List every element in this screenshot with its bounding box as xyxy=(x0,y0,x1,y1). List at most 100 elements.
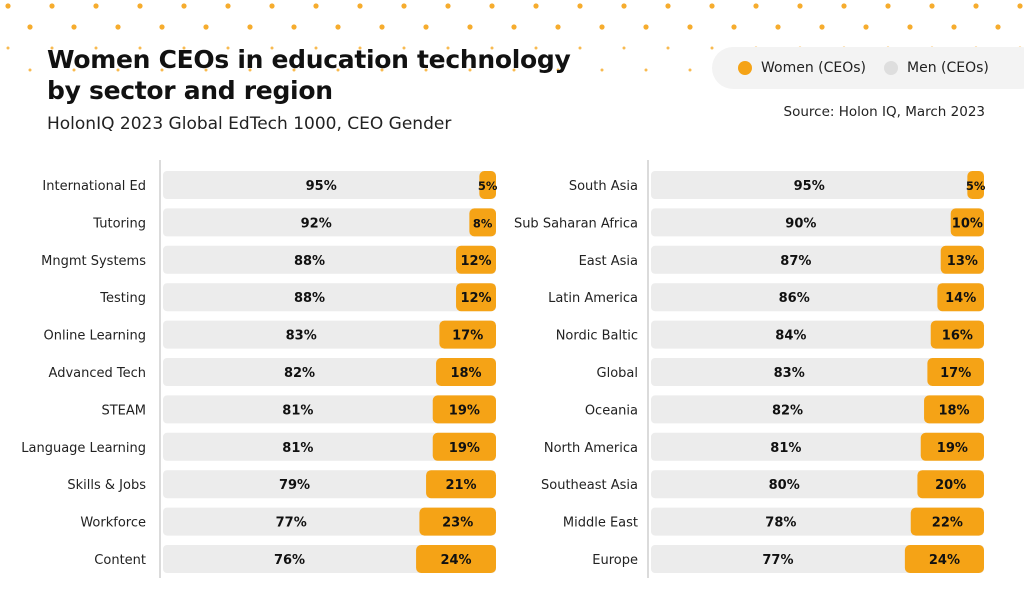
sector-women-value-label: 24% xyxy=(440,553,471,568)
region-bar-men xyxy=(651,545,984,573)
decorative-dot xyxy=(666,46,670,50)
decorative-dot xyxy=(1017,3,1023,9)
sector-bar-women xyxy=(456,283,496,312)
region-bar-men xyxy=(651,395,984,424)
region-bar-men xyxy=(651,358,984,386)
decorative-dot xyxy=(204,68,208,72)
source-note: Source: Holon IQ, March 2023 xyxy=(783,104,985,120)
sector-men-value-label: 81% xyxy=(282,403,313,418)
region-bar-men xyxy=(651,432,984,461)
sector-bar-men xyxy=(163,507,496,536)
sector-category-label: Tutoring xyxy=(92,216,146,231)
region-bar-women xyxy=(950,208,984,237)
decorative-dot xyxy=(841,3,847,9)
decorative-dot xyxy=(138,46,142,50)
region-bar-women xyxy=(910,507,984,536)
sector-bar-men xyxy=(163,432,496,461)
legend-swatch-men xyxy=(884,61,898,75)
sector-bar-men xyxy=(163,208,496,237)
decorative-dot xyxy=(247,24,253,30)
decorative-dot xyxy=(929,3,935,9)
region-bar-men xyxy=(651,470,984,499)
decorative-dot xyxy=(599,24,605,30)
decorative-dot xyxy=(401,3,407,9)
decorative-dot xyxy=(555,24,561,30)
sector-women-value-label: 5% xyxy=(478,179,498,193)
region-men-value-label: 82% xyxy=(772,403,803,418)
decorative-dot xyxy=(181,3,187,9)
decorative-dot xyxy=(379,24,385,30)
decorative-dot xyxy=(688,68,692,72)
region-women-value-label: 16% xyxy=(942,329,973,344)
decorative-dot xyxy=(94,46,98,50)
decorative-dot xyxy=(951,24,957,30)
decorative-dot xyxy=(71,24,77,30)
decorative-dot xyxy=(665,3,671,9)
region-women-value-label: 13% xyxy=(947,254,978,269)
sector-men-value-label: 79% xyxy=(279,478,310,493)
sector-bar-women xyxy=(432,432,496,461)
region-women-value-label: 17% xyxy=(940,366,971,381)
decorative-dot xyxy=(467,24,473,30)
decorative-dot xyxy=(797,3,803,9)
decorative-dot xyxy=(314,46,318,50)
sector-bar-men xyxy=(163,395,496,424)
decorative-dot xyxy=(885,3,891,9)
chart-title: Women CEOs in education technology by se… xyxy=(47,44,571,106)
decorative-dot xyxy=(445,3,451,9)
legend-label-men: Men (CEOs) xyxy=(907,60,989,76)
decorative-dot xyxy=(710,46,714,50)
decorative-dot xyxy=(643,24,649,30)
decorative-dot xyxy=(336,68,340,72)
decorative-dot xyxy=(115,24,121,30)
decorative-dot xyxy=(269,3,275,9)
sector-men-value-label: 88% xyxy=(294,291,325,306)
decorative-dot xyxy=(907,24,913,30)
region-women-value-label: 18% xyxy=(938,403,969,418)
decorative-dot xyxy=(116,68,120,72)
region-men-value-label: 78% xyxy=(765,516,796,531)
decorative-dot xyxy=(291,24,297,30)
sector-women-value-label: 12% xyxy=(460,291,491,306)
decorative-dot xyxy=(270,46,274,50)
sector-bar-men xyxy=(163,320,496,349)
region-bar-men xyxy=(651,507,984,536)
decorative-dot xyxy=(28,68,32,72)
decorative-dot xyxy=(511,24,517,30)
legend-swatch-women xyxy=(738,61,752,75)
region-women-value-label: 20% xyxy=(935,478,966,493)
decorative-dot xyxy=(709,3,715,9)
decorative-dot xyxy=(578,46,582,50)
region-women-value-label: 19% xyxy=(937,441,968,456)
decorative-dot xyxy=(159,24,165,30)
decorative-dot xyxy=(160,68,164,72)
sector-category-label: Online Learning xyxy=(43,329,146,344)
decorative-dot xyxy=(731,24,737,30)
region-women-value-label: 5% xyxy=(966,179,986,193)
sector-men-value-label: 77% xyxy=(276,516,307,531)
decorative-dot xyxy=(753,3,759,9)
decorative-dot xyxy=(819,24,825,30)
decorative-dot xyxy=(424,68,428,72)
decorative-dot xyxy=(358,46,362,50)
decorative-dot xyxy=(72,68,76,72)
region-men-value-label: 80% xyxy=(769,478,800,493)
decorative-dot xyxy=(644,68,648,72)
decorative-dot xyxy=(292,68,296,72)
region-category-label: South Asia xyxy=(569,179,638,194)
legend-item-women: Women (CEOs) xyxy=(738,47,866,89)
decorative-dot xyxy=(226,46,230,50)
sector-women-value-label: 8% xyxy=(473,216,493,230)
sector-bar-men xyxy=(163,245,496,274)
sector-women-value-label: 12% xyxy=(460,254,491,269)
decorative-dot xyxy=(775,24,781,30)
region-bar-women xyxy=(920,432,984,461)
decorative-dot xyxy=(27,24,33,30)
sector-category-label: Language Learning xyxy=(21,441,146,456)
legend-label-women: Women (CEOs) xyxy=(761,60,867,76)
legend-item-men: Men (CEOs) xyxy=(884,47,989,89)
sector-women-value-label: 23% xyxy=(442,516,473,531)
sector-women-value-label: 19% xyxy=(449,403,480,418)
region-category-label: Middle East xyxy=(563,516,638,531)
